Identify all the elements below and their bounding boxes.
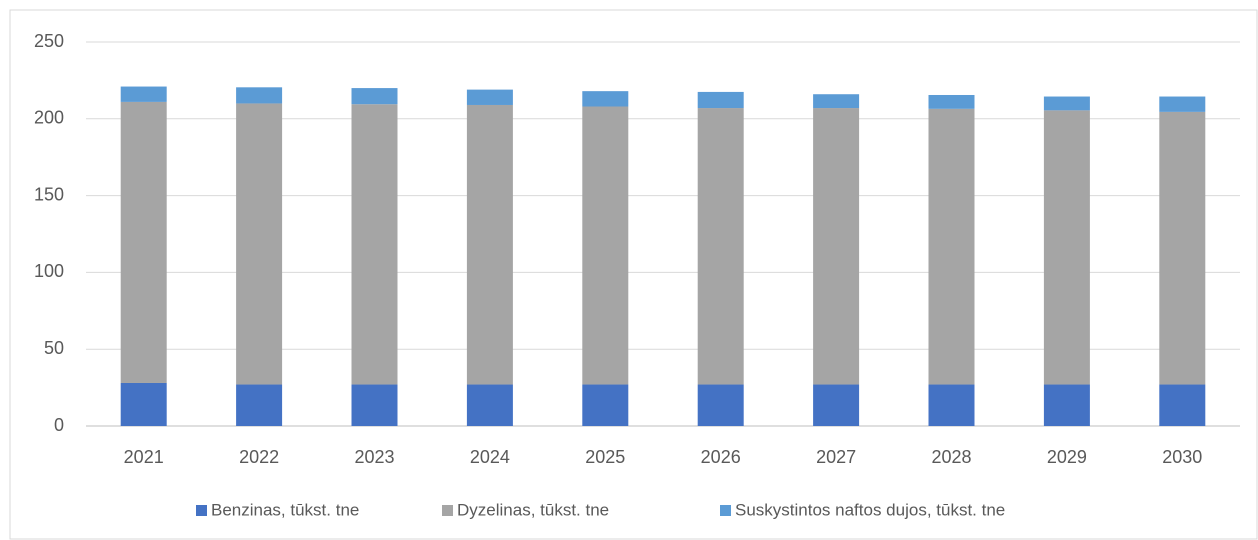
- x-tick-label: 2022: [239, 447, 279, 467]
- bar-segment: [1159, 111, 1206, 385]
- bar-segment: [236, 384, 283, 426]
- bar-segment: [928, 108, 975, 385]
- bar-segment: [236, 87, 283, 104]
- bar-segment: [466, 89, 513, 105]
- y-tick-label: 150: [34, 184, 64, 204]
- bar-segment: [1043, 110, 1090, 385]
- bar-segment: [351, 88, 398, 105]
- bar-segment: [697, 91, 744, 109]
- bar-segment: [120, 101, 167, 383]
- bar-segment: [697, 108, 744, 385]
- bar-segment: [928, 94, 975, 109]
- x-tick-label: 2021: [124, 447, 164, 467]
- bar-segment: [1043, 96, 1090, 111]
- x-tick-label: 2025: [585, 447, 625, 467]
- bar-segment: [813, 108, 860, 385]
- bar-segment: [813, 384, 860, 426]
- y-tick-label: 250: [34, 31, 64, 51]
- y-tick-label: 0: [54, 415, 64, 435]
- y-tick-label: 50: [44, 338, 64, 358]
- legend-swatch: [442, 505, 453, 516]
- bar-segment: [120, 382, 167, 426]
- bar-segment: [120, 86, 167, 102]
- bar-segment: [582, 384, 629, 426]
- bar-segment: [582, 91, 629, 107]
- legend-label: Suskystintos naftos dujos, tūkst. tne: [735, 500, 1005, 519]
- bar-segment: [466, 384, 513, 426]
- legend-swatch: [196, 505, 207, 516]
- bar-segment: [1159, 384, 1206, 426]
- y-tick-label: 100: [34, 261, 64, 281]
- legend-label: Dyzelinas, tūkst. tne: [457, 500, 609, 519]
- legend-label: Benzinas, tūkst. tne: [211, 500, 359, 519]
- bar-segment: [1159, 96, 1206, 112]
- x-tick-label: 2026: [701, 447, 741, 467]
- bar-segment: [466, 104, 513, 385]
- x-tick-label: 2029: [1047, 447, 1087, 467]
- bar-segment: [582, 106, 629, 385]
- x-tick-label: 2023: [354, 447, 394, 467]
- x-tick-label: 2028: [931, 447, 971, 467]
- bar-segment: [1043, 384, 1090, 426]
- bar-segment: [236, 103, 283, 385]
- bar-segment: [813, 94, 860, 109]
- x-tick-label: 2024: [470, 447, 510, 467]
- x-tick-label: 2027: [816, 447, 856, 467]
- bar-segment: [351, 384, 398, 426]
- y-tick-label: 200: [34, 108, 64, 128]
- bar-segment: [697, 384, 744, 426]
- legend-swatch: [720, 505, 731, 516]
- x-tick-label: 2030: [1162, 447, 1202, 467]
- bar-segment: [351, 104, 398, 385]
- bar-segment: [928, 384, 975, 426]
